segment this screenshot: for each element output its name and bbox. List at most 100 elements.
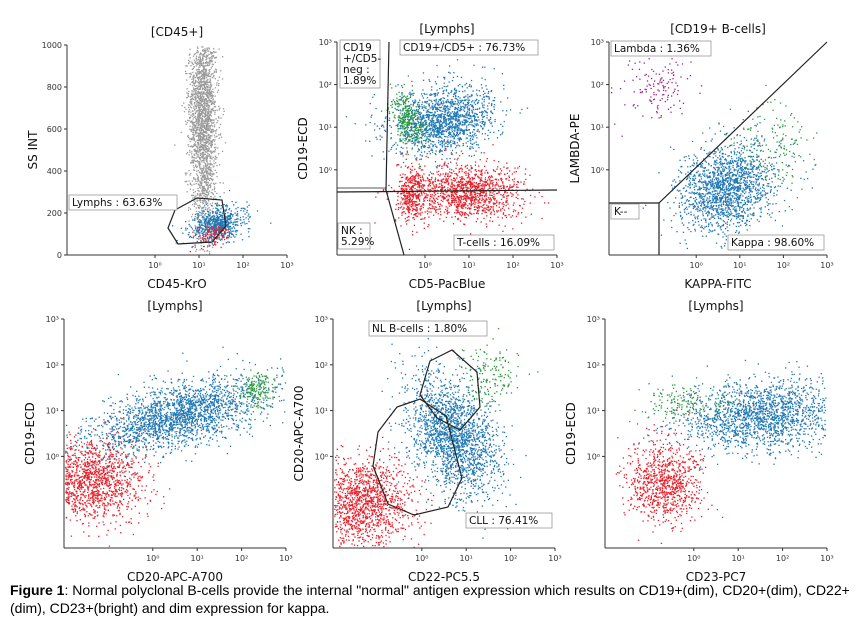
event-dot (198, 103, 200, 105)
event-dot (207, 106, 209, 108)
event-dot (200, 173, 203, 175)
event-dot (197, 231, 200, 233)
event-dot (235, 214, 237, 216)
event-dot (230, 210, 232, 212)
event-dot (208, 112, 210, 115)
event-dot (228, 189, 231, 192)
event-dot (195, 150, 197, 152)
event-dot (212, 139, 215, 141)
event-dot (216, 203, 218, 205)
event-dot (207, 221, 209, 223)
event-dot (194, 234, 197, 236)
event-dot (205, 83, 207, 85)
event-dot (196, 96, 198, 99)
event-dot (204, 108, 207, 110)
event-dot (204, 177, 206, 179)
event-dot (185, 174, 187, 176)
event-dot (214, 195, 216, 198)
event-dot (202, 125, 204, 127)
event-dot (202, 249, 204, 251)
event-dot (209, 92, 211, 94)
event-dot (232, 214, 234, 216)
event-dot (214, 51, 216, 53)
event-dot (218, 204, 220, 206)
event-dot (211, 102, 213, 104)
event-dot (214, 202, 216, 205)
event-dot (201, 160, 203, 162)
event-dot (204, 180, 206, 182)
event-dot (218, 134, 220, 136)
event-dot (248, 204, 250, 206)
event-dot (211, 128, 213, 130)
event-dot (219, 228, 221, 230)
x-tick-label: 10¹ (192, 261, 205, 270)
event-dot (185, 72, 187, 75)
event-dot (199, 172, 201, 174)
event-dot (232, 221, 235, 223)
event-dot (205, 49, 207, 52)
event-dot (205, 182, 207, 184)
event-dot (206, 170, 209, 173)
event-dot (207, 133, 210, 135)
event-dot (204, 86, 206, 89)
event-dot (218, 235, 220, 237)
event-dot (224, 212, 227, 215)
event-dot (202, 172, 204, 174)
event-dot (208, 81, 211, 83)
event-dot (186, 92, 188, 94)
event-dot (237, 224, 239, 227)
event-dot (192, 237, 194, 239)
event-dot (189, 53, 191, 55)
event-dot (217, 208, 219, 210)
event-dot (196, 103, 198, 105)
event-dot (230, 229, 232, 231)
event-dot (204, 250, 206, 253)
event-dot (196, 149, 199, 151)
event-dot (204, 238, 207, 240)
event-dot (484, 122, 486, 124)
event-dot (200, 224, 202, 226)
event-dot (206, 132, 208, 134)
event-dot (197, 207, 200, 209)
event-dot (196, 154, 198, 156)
event-dot (455, 92, 457, 94)
event-dot (200, 64, 202, 66)
event-dot (218, 137, 220, 139)
event-dot (189, 183, 192, 185)
event-dot (213, 51, 215, 53)
event-dot (193, 196, 196, 199)
event-dot (202, 76, 204, 78)
event-dot (205, 70, 207, 72)
event-dot (208, 50, 210, 52)
event-dot (203, 127, 206, 129)
event-dot (201, 105, 203, 107)
event-dot (208, 109, 210, 111)
event-dot (219, 182, 221, 184)
event-dot (452, 101, 454, 103)
event-dot (208, 48, 211, 50)
event-dot (198, 233, 201, 235)
event-dot (202, 87, 204, 89)
event-dot (192, 113, 194, 116)
event-dot (206, 86, 208, 88)
event-dot (203, 177, 205, 179)
event-dot (215, 158, 217, 160)
event-dot (466, 133, 468, 135)
event-dot (227, 237, 229, 239)
event-dot (206, 149, 209, 152)
event-dot (207, 63, 209, 65)
event-dot (206, 138, 208, 141)
event-dot (213, 103, 215, 105)
event-dot (215, 162, 217, 164)
event-dot (196, 173, 198, 175)
event-dot (214, 111, 216, 114)
event-dot (195, 119, 197, 122)
event-dot (198, 139, 200, 141)
event-dot (195, 57, 197, 60)
event-dot (231, 233, 233, 235)
event-dot (203, 159, 205, 162)
event-dot (191, 146, 194, 148)
event-dot (216, 205, 218, 207)
event-dot (486, 88, 488, 90)
event-dot (206, 142, 208, 144)
